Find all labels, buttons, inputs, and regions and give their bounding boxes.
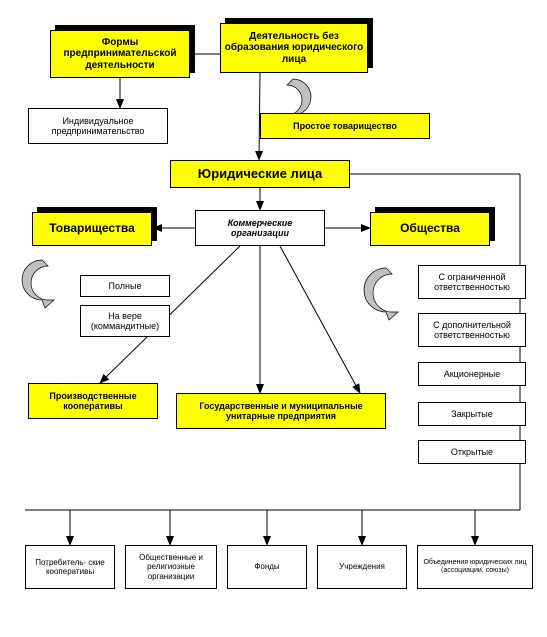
node-ltd: С ограниченной ответственностью [418,265,526,299]
curved-arrow-2 [364,268,398,320]
node-union: Объединения юридических лиц (ассоциации,… [417,545,533,589]
node-open: Открытые [418,440,526,464]
node-commercial: Коммерческие организации [195,210,325,246]
node-addl: С дополнительной ответственностью [418,313,526,347]
node-faith: На вере (коммандитные) [80,305,170,337]
node-gov: Государственные и муниципальные унитарны… [176,393,386,429]
flowchart-canvas: { "colors":{ "highlight":"#ffff00", "nor… [0,0,547,637]
node-societies: Общества [370,212,490,246]
node-simple: Простое товарищество [260,113,430,139]
node-full: Полные [80,275,170,297]
node-forms: Формы предпринимательской деятельности [50,30,190,78]
node-joint: Акционерные [418,362,526,386]
node-partnerships: Товарищества [32,212,152,246]
node-consumer: Потребитель- ские кооперативы [25,545,115,589]
node-public: Общественные и религиозные организации [125,545,217,589]
node-closed: Закрытые [418,402,526,426]
curved-arrow-1 [22,260,54,308]
node-funds: Фонды [227,545,307,589]
edge-8 [280,246,360,393]
node-prodcoop: Производственные кооперативы [28,383,158,419]
node-inst: Учреждения [317,545,407,589]
node-legal: Юридические лица [170,160,350,188]
node-indiv: Индивидуальное предпринимательство [28,108,168,144]
node-activity: Деятельность без образования юридическог… [220,23,368,73]
